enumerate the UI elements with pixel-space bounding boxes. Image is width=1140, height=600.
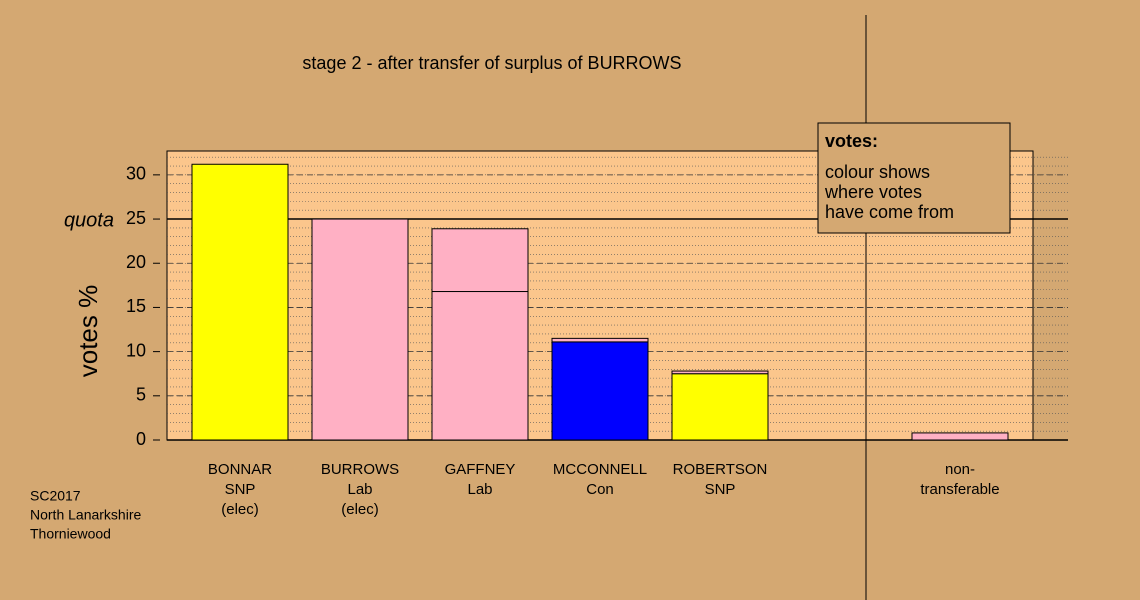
y-tick-label: 30 xyxy=(126,164,146,184)
x-tick-label: ROBERTSON xyxy=(673,461,768,478)
note-line: where votes xyxy=(824,182,922,202)
x-tick-label: (elec) xyxy=(221,501,259,518)
y-axis-label: votes % xyxy=(73,285,103,378)
bar-segment xyxy=(311,218,409,441)
note-title: votes: xyxy=(825,131,878,151)
chart-title: stage 2 - after transfer of surplus of B… xyxy=(302,53,681,73)
bar-segment xyxy=(431,291,529,441)
y-tick-label: 5 xyxy=(136,385,146,405)
footer-line: SC2017 xyxy=(30,488,81,504)
x-tick-label: transferable xyxy=(920,481,999,498)
x-tick-label: Con xyxy=(586,481,614,498)
x-tick-label: GAFFNEY xyxy=(445,461,516,478)
x-tick-label: SNP xyxy=(705,481,736,498)
x-tick-label: MCCONNELL xyxy=(553,461,647,478)
y-tick-label: 10 xyxy=(126,340,146,360)
y-tick-label: 25 xyxy=(126,208,146,228)
quota-label: quota xyxy=(64,209,114,231)
bar-segment xyxy=(911,432,1009,441)
footer-line: North Lanarkshire xyxy=(30,507,141,523)
note-line: have come from xyxy=(825,202,954,222)
y-tick-label: 20 xyxy=(126,252,146,272)
x-tick-label: Lab xyxy=(467,481,492,498)
labels: 0 5 10 15 20 25 30 quota BONNAR SNP (elec) BURROWS L… xyxy=(64,164,1000,518)
x-tick-label: Lab xyxy=(347,481,372,498)
x-tick-label: BURROWS xyxy=(321,461,399,478)
bars xyxy=(191,163,1009,441)
bar-segment xyxy=(671,370,769,375)
bar-segment xyxy=(431,228,529,293)
x-tick-label: SNP xyxy=(225,481,256,498)
y-tick-label: 15 xyxy=(126,296,146,316)
x-tick-label: BONNAR xyxy=(208,461,272,478)
x-tick-label: non- xyxy=(945,461,975,478)
note-box xyxy=(817,122,1011,234)
bar-segment xyxy=(551,341,649,441)
y-tick-label: 0 xyxy=(136,429,146,449)
bar-segment xyxy=(191,163,289,441)
bar-segment xyxy=(551,337,649,343)
footer-line: Thorniewood xyxy=(30,526,111,542)
bar-segment xyxy=(671,373,769,441)
x-tick-label: (elec) xyxy=(341,501,379,518)
note-line: colour shows xyxy=(825,162,930,182)
